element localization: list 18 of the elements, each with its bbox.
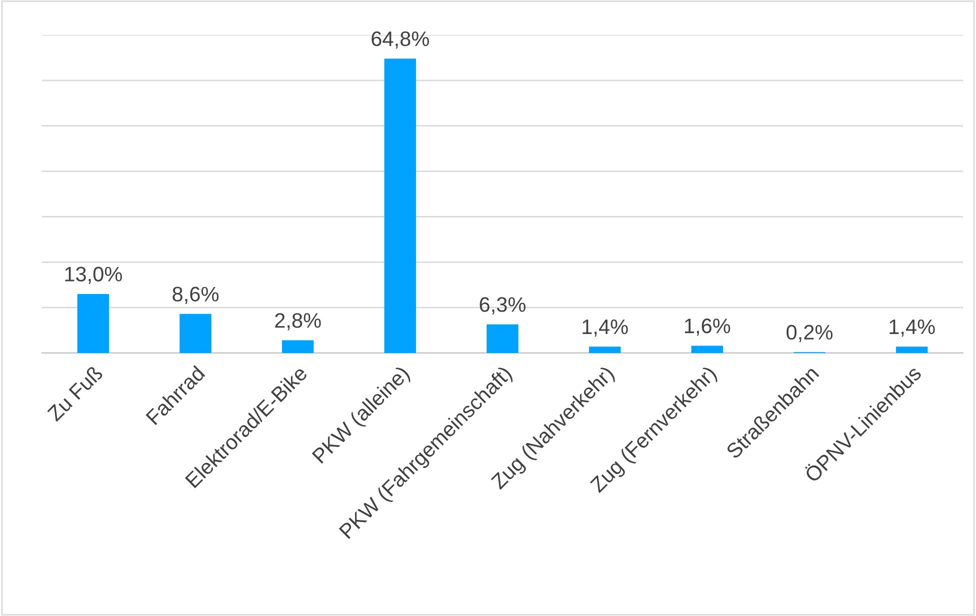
- bar: [588, 346, 621, 353]
- bar: [282, 340, 314, 353]
- bar: [384, 58, 416, 353]
- bar: [896, 346, 928, 353]
- bar: [180, 314, 212, 353]
- x-tick-label: Zu Fuß: [46, 364, 104, 422]
- bar: [691, 346, 724, 353]
- data-label: 1,4%: [890, 320, 935, 337]
- data-label: 13,0%: [65, 266, 122, 284]
- data-label: 0,2%: [786, 324, 833, 342]
- bar: [486, 324, 518, 353]
- data-label: 6,3%: [480, 297, 526, 314]
- data-label: 1,4%: [582, 320, 628, 337]
- data-label: 1,6%: [685, 318, 730, 336]
- data-label: 64,8%: [372, 31, 429, 49]
- data-label: 2,8%: [275, 313, 321, 330]
- bar: [77, 294, 110, 353]
- data-label: 8,6%: [172, 286, 219, 304]
